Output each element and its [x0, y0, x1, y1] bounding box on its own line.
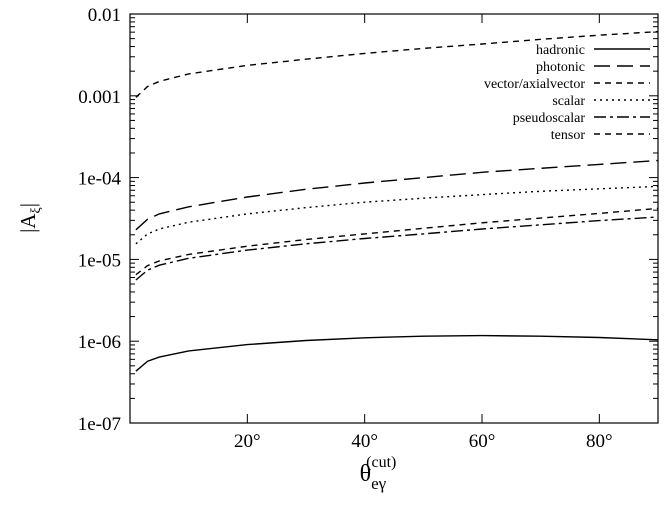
- legend-label: vector/axialvector: [484, 77, 585, 92]
- x-tick-label: 60°: [469, 431, 496, 452]
- ticks: [130, 13, 658, 424]
- series-lines: [135, 30, 659, 372]
- y-axis-title: |Aξ|: [16, 203, 44, 233]
- x-tick-label: 20°: [234, 431, 261, 452]
- y-tick-label: 1e-06: [78, 332, 121, 353]
- y-tick-label: 0.01: [88, 5, 121, 26]
- series-line-scalar: [135, 185, 659, 245]
- x-axis-title-sub: eγ: [371, 474, 387, 493]
- legend-label: photonic: [536, 60, 585, 75]
- legend-label: tensor: [551, 128, 586, 143]
- y-axis-title-sub: ξ: [29, 207, 44, 213]
- series-line-vector-axialvector: [135, 207, 659, 276]
- legend-label: pseudoscalar: [513, 111, 586, 126]
- x-axis-title: θeγ (cut): [360, 454, 397, 493]
- legend: hadronic photonic vector/axialvector scalar…: [484, 43, 650, 143]
- y-axis-title-suffix: |: [16, 203, 40, 207]
- x-axis-title-main: θ: [360, 461, 372, 487]
- plot-frame: [129, 13, 659, 424]
- x-tick-label: 80°: [586, 431, 613, 452]
- series-line-tensor: [135, 30, 659, 98]
- legend-label: scalar: [552, 94, 585, 109]
- y-tick-label: 0.001: [78, 87, 121, 108]
- x-tick-label: 40°: [351, 431, 378, 452]
- tick-labels: 0.01 0.001 1e-04 1e-05 1e-06 1e-07 20° 40° 60° 80…: [78, 5, 613, 452]
- x-axis-title-sup: (cut): [366, 454, 396, 471]
- series-line-hadronic: [135, 334, 659, 372]
- y-tick-label: 1e-04: [78, 169, 122, 190]
- y-axis-title-prefix: |A: [16, 213, 40, 233]
- y-tick-label: 1e-05: [78, 250, 121, 271]
- y-tick-label: 1e-07: [78, 414, 121, 435]
- legend-label: hadronic: [536, 43, 585, 58]
- series-line-pseudoscalar: [135, 216, 659, 281]
- series-line-photonic: [135, 159, 659, 231]
